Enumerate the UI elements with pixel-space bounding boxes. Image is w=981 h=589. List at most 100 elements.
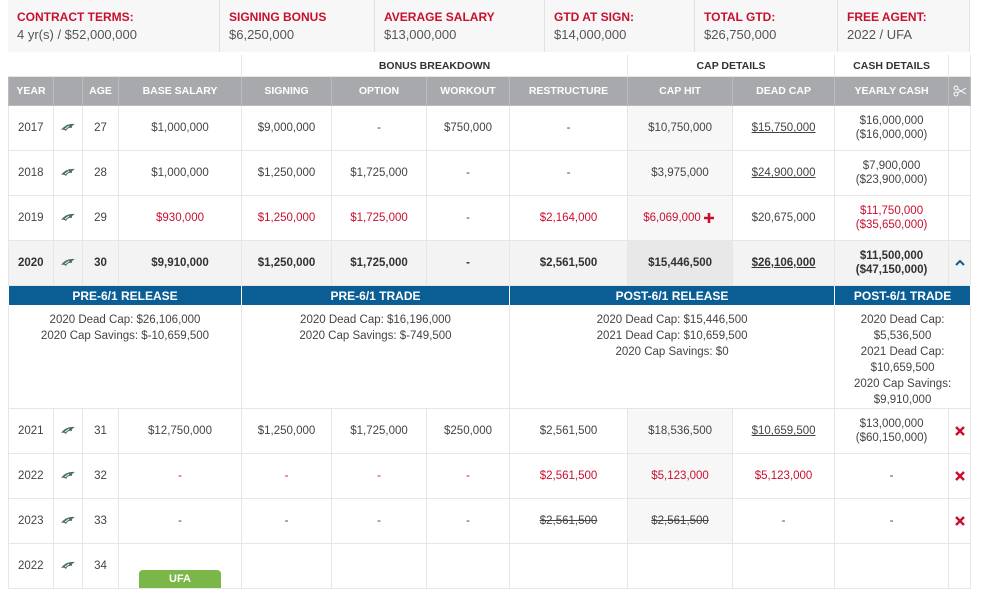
team-logo (61, 258, 75, 266)
action-cell (948, 240, 972, 286)
yearly-cash: $13,000,000 ($60,150,000) (834, 408, 950, 454)
value: $10,750,000 (648, 122, 713, 134)
cash-line: ($60,150,000) (855, 432, 928, 444)
yearly-cash: $16,000,000 ($16,000,000) (834, 105, 950, 151)
year: 2020 (8, 240, 54, 286)
team-cell (53, 408, 83, 454)
cell: $3,975,000 (627, 150, 734, 196)
value: $1,250,000 (257, 425, 316, 437)
cash-line: - (889, 470, 894, 482)
collapse-icon[interactable] (952, 257, 968, 269)
group-header-row: BONUS BREAKDOWN CAP DETAILS CASH DETAILS (8, 55, 972, 77)
dead-cap-link[interactable]: $5,123,000 (754, 470, 813, 482)
cell: $1,725,000 (331, 408, 427, 454)
cell: $1,250,000 (241, 240, 332, 286)
value: $1,725,000 (350, 425, 408, 437)
value: $18,536,500 (648, 425, 713, 437)
value: $1,000,000 (151, 167, 209, 179)
summary-item: FREE AGENT: 2022 / UFA (838, 0, 970, 52)
dead-cap-link[interactable]: $15,750,000 (751, 122, 816, 134)
remove-icon[interactable] (952, 515, 968, 527)
age: 34 (82, 543, 119, 589)
value: - (178, 515, 182, 527)
value: $250,000 (444, 425, 492, 437)
team-cell (53, 150, 83, 196)
option-line: 2020 Cap Savings: $9,910,000 (853, 378, 952, 406)
value: - (566, 167, 571, 179)
column-header: OPTION (331, 76, 427, 106)
age: 32 (82, 453, 119, 499)
cell: - (426, 150, 510, 196)
value: $9,910,000 (151, 257, 209, 269)
team-cell (53, 240, 83, 286)
cell: $1,250,000 (241, 150, 332, 196)
cell: $10,750,000 (627, 105, 734, 151)
status-cell: UFA (118, 543, 242, 589)
value: - (284, 515, 289, 527)
dead-cap-link[interactable]: $20,675,000 (751, 212, 816, 224)
yearly-cash: - (834, 453, 950, 499)
team-logo (61, 471, 75, 479)
dead-cap-link[interactable]: $26,106,000 (751, 257, 816, 269)
action-cell (948, 195, 972, 241)
value: - (566, 122, 571, 134)
action-cell (948, 150, 972, 196)
remove-icon[interactable] (952, 470, 968, 482)
cell: $1,250,000 (241, 408, 332, 454)
option-line: 2020 Cap Savings: $-749,500 (299, 330, 452, 342)
cell: $9,910,000 (118, 240, 242, 286)
blank-cell (426, 543, 510, 589)
summary-item: SIGNING BONUS $6,250,000 (220, 0, 375, 52)
cell: $26,106,000 (732, 240, 836, 286)
dead-cap-link[interactable]: $24,900,000 (751, 167, 816, 179)
action-cell (948, 408, 972, 454)
cell: $12,750,000 (118, 408, 242, 454)
cash-line: ($16,000,000) (855, 129, 928, 141)
cell: - (426, 195, 510, 241)
value: $750,000 (444, 122, 492, 134)
value: $1,725,000 (350, 212, 408, 224)
year-row: 2022 32 - - - - $2,561,500 $5,123,000 $5,123,000… (8, 453, 972, 499)
option-body: 2020 Dead Cap: $5,536,500 2021 Dead Cap: … (834, 305, 972, 409)
cell: $15,446,500 (627, 240, 734, 286)
dead-cap-link[interactable]: $10,659,500 (751, 425, 816, 437)
year-row: 2023 33 - - - - $2,561,500 $2,561,500 - - (8, 498, 972, 544)
option-title: POST-6/1 TRADE (834, 285, 972, 306)
cell: $15,750,000 (732, 105, 836, 151)
summary-value: 4 yr(s) / $52,000,000 (17, 27, 137, 42)
summary-item: AVERAGE SALARY $13,000,000 (375, 0, 545, 52)
cash-line: ($35,650,000) (855, 219, 928, 231)
cell: $2,164,000 (508, 195, 629, 241)
year: 2023 (8, 498, 54, 544)
value: - (466, 167, 470, 179)
cell: $250,000 (426, 408, 510, 454)
summary-item: TOTAL GTD: $26,750,000 (695, 0, 838, 52)
group-header: CASH DETAILS (834, 55, 950, 77)
year: 2019 (8, 195, 54, 241)
value: $1,250,000 (257, 167, 316, 179)
cell: $2,561,500 (508, 498, 629, 544)
year-row: 2017 27 $1,000,000 $9,000,000 - $750,000 - $10,… (8, 105, 972, 151)
cell: $2,561,500 (508, 453, 629, 499)
value: - (377, 122, 381, 134)
option-line: 2021 Dead Cap: $10,659,500 (596, 330, 748, 342)
cell: $930,000 (118, 195, 242, 241)
year: 2022 (8, 453, 54, 499)
year: 2022 (8, 543, 54, 589)
action-cell (948, 453, 972, 499)
cell: - (508, 150, 629, 196)
summary-value: $6,250,000 (229, 27, 295, 42)
value: - (466, 257, 470, 269)
scissors-icon (953, 85, 966, 97)
age: 29 (82, 195, 119, 241)
value: - (377, 470, 381, 482)
column-header: BASE SALARY (118, 76, 242, 106)
cash-line: ($23,900,000) (855, 174, 928, 186)
summary-item: CONTRACT TERMS: 4 yr(s) / $52,000,000 (8, 0, 220, 52)
column-header: WORKOUT (426, 76, 510, 106)
cell: $1,000,000 (118, 105, 242, 151)
remove-icon[interactable] (952, 425, 968, 437)
value: - (284, 470, 289, 482)
year-row: 2021 31 $12,750,000 $1,250,000 $1,725,000 $25… (8, 408, 972, 454)
option-body: 2020 Dead Cap: $16,196,000 2020 Cap Savin… (241, 305, 510, 409)
